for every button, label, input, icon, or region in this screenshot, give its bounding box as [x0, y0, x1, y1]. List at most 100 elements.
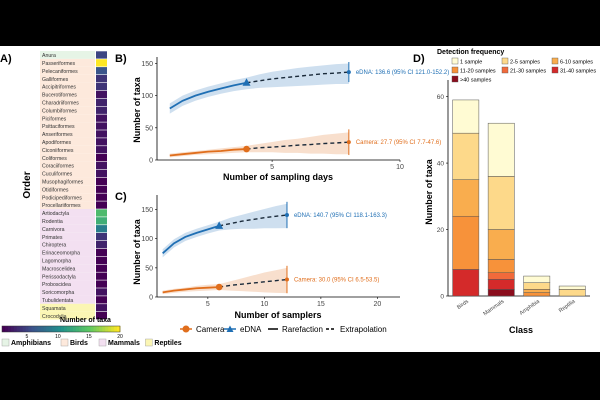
y-tick-label: 0 — [149, 158, 153, 165]
panel-d-xlabel: Class — [509, 325, 533, 335]
x-tick-label: 10 — [396, 164, 404, 171]
heatmap-cell — [96, 90, 107, 99]
order-label: Proboscidea — [42, 282, 71, 288]
colorbar-segment — [31, 326, 35, 332]
stacked-bar-segment — [523, 292, 551, 297]
y-tick-label: 0 — [440, 294, 444, 301]
heatmap-cell — [96, 67, 107, 75]
heatmap-cell — [96, 256, 107, 264]
colorbar-segment — [84, 326, 88, 332]
stacked-bar-segment — [487, 272, 515, 280]
class-legend-swatch — [145, 338, 153, 347]
order-label-background — [40, 66, 95, 75]
stacked-bar-segment — [487, 289, 515, 297]
order-label-background — [40, 145, 95, 154]
heatmap-cell — [96, 130, 107, 138]
order-label-background — [40, 114, 95, 123]
y-tick-label: 40 — [437, 161, 445, 168]
x-tick-label: 10 — [260, 301, 268, 308]
order-label: Coliformes — [42, 156, 67, 162]
heatmap-cell — [96, 264, 107, 272]
order-label: Perissodactyla — [42, 274, 76, 280]
panel-b-sampling-days: B) Number of taxa Number of sampling day… — [115, 53, 449, 182]
x-tick-label: 20 — [373, 301, 381, 308]
colorbar-segment — [28, 326, 32, 332]
edna-observed-marker — [242, 78, 251, 86]
colorbar-segment — [10, 326, 15, 332]
panel-b-ylabel: Number of taxa — [132, 76, 142, 143]
order-label: Lagomorpha — [42, 259, 71, 265]
panel-a-label: A) — [0, 53, 12, 65]
heatmap-cell — [96, 161, 107, 170]
heatmap-cell — [96, 280, 107, 288]
colorbar-segment — [55, 326, 59, 332]
order-label-background — [40, 311, 95, 320]
order-label: Charadriiformes — [42, 101, 79, 107]
colorbar-title: Number of taxa — [60, 317, 111, 324]
order-label-background — [40, 153, 95, 162]
colorbar-segment — [4, 326, 9, 332]
order-label: Podicipediformes — [42, 195, 82, 201]
colorbar-segment — [117, 326, 121, 332]
edna-extrapolation-line — [219, 214, 288, 227]
colorbar-segment — [93, 326, 97, 332]
panel-a-heatmap: A) Order Anura Passeriformes Pelecaniforme… — [0, 51, 182, 347]
panel-c-samplers: C) Number of taxa Number of samplers 0 50… — [115, 191, 400, 320]
order-label: Accipitriformes — [42, 85, 76, 91]
legend-label: 2-5 samples — [510, 60, 540, 66]
order-label-background — [40, 177, 95, 186]
y-tick-label: 50 — [145, 125, 153, 132]
heatmap-cell — [96, 193, 107, 201]
colorbar-segment — [75, 326, 80, 332]
heatmap-cell — [96, 217, 107, 225]
order-label: Anura — [42, 53, 56, 59]
legend-label: >40 samples — [460, 78, 492, 84]
stacked-bar-segment — [452, 132, 480, 180]
heatmap-cell — [96, 106, 107, 114]
order-label-background — [40, 82, 95, 91]
panel-b-plot: 0 50 100 150 5 10 eDNA: 136.6 (95% CI 121.0-15… — [141, 57, 449, 171]
heatmap-rows: Anura Passeriformes Pelecaniformes Gallifor… — [40, 51, 107, 320]
order-label: Ciconiiformes — [42, 148, 74, 154]
class-legend-label: Reptiles — [154, 340, 181, 347]
order-label-background — [40, 264, 95, 273]
heatmap-cell — [96, 146, 107, 154]
colorbar-segment — [114, 326, 118, 332]
y-tick-label: 50 — [145, 265, 153, 272]
order-label: Crocodylia — [42, 314, 67, 320]
order-label: Rodentia — [42, 219, 63, 225]
colorbar-tick-label: 15 — [86, 334, 92, 340]
stacked-bar-segment — [487, 122, 515, 177]
colorbar-border — [1, 325, 121, 333]
order-label-background — [40, 193, 95, 202]
stacked-bar-segment — [523, 282, 551, 290]
edna-estimate-point — [346, 70, 351, 75]
heatmap-cell — [96, 225, 107, 233]
colorbar-segment — [96, 326, 100, 332]
heatmap-cell — [96, 114, 107, 122]
order-label: Squamata — [42, 306, 66, 312]
order-label-background — [40, 130, 95, 138]
colorbar-segment — [66, 326, 71, 332]
colorbar-segment — [105, 326, 109, 332]
order-label: Primates — [42, 235, 63, 241]
order-label: Macroscelidea — [42, 266, 76, 272]
panel-c-xlabel: Number of samplers — [234, 310, 321, 320]
order-label-background — [40, 248, 95, 257]
legend-swatch — [451, 57, 459, 65]
colorbar-segment — [99, 326, 103, 332]
class-legend-swatch — [60, 338, 69, 347]
heatmap-cell — [96, 240, 107, 249]
heatmap-cell — [96, 177, 107, 185]
order-label: Soricomorpha — [42, 290, 74, 296]
order-label-background — [40, 74, 95, 83]
colorbar-segment — [16, 326, 21, 332]
heatmap-cell — [96, 233, 107, 241]
order-label-background — [40, 106, 95, 115]
stacked-bar-segment — [452, 269, 480, 297]
stacked-bar-segment — [452, 215, 480, 270]
colorbar-segment — [34, 326, 38, 332]
heatmap-cell — [96, 75, 107, 83]
x-tick-label: 5 — [206, 301, 210, 308]
